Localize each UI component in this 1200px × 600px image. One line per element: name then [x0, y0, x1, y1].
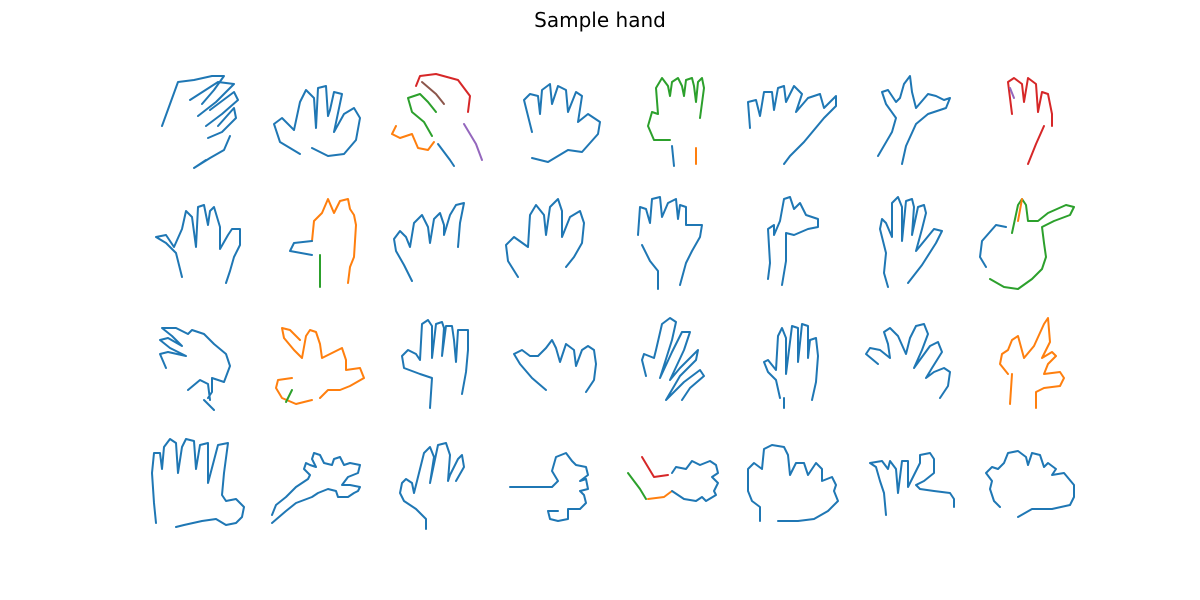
hand-sketch-19 — [401, 319, 469, 409]
hand-sketch-26 — [271, 452, 361, 524]
hand-sketch-14 — [767, 196, 819, 286]
hand-stroke — [399, 442, 465, 530]
hand-sketch-15 — [879, 196, 943, 288]
hand-sketch-3 — [391, 73, 483, 167]
hand-stroke — [641, 456, 669, 478]
hand-stroke — [747, 444, 839, 522]
hand-sketch-20 — [513, 339, 597, 393]
hand-sketch-23 — [865, 323, 951, 399]
hand-stroke — [273, 85, 361, 157]
hand-sketch-22 — [763, 323, 819, 409]
hand-stroke — [311, 198, 357, 284]
hand-sketch-16 — [979, 198, 1075, 290]
hand-sketch-17 — [159, 327, 231, 411]
hand-sketch-27 — [399, 442, 465, 530]
hand-sketch-21 — [641, 317, 705, 401]
hand-sketch-7 — [877, 75, 951, 165]
hand-stroke — [869, 452, 955, 516]
hand-stroke — [627, 472, 647, 500]
hand-stroke — [159, 327, 231, 411]
hand-stroke — [285, 389, 293, 403]
hand-stroke — [879, 196, 943, 288]
hand-stroke — [747, 85, 837, 165]
hand-sketch-11 — [393, 202, 465, 282]
hand-sketch-18 — [275, 327, 365, 405]
hand-stroke — [637, 196, 703, 290]
hand-stroke — [421, 81, 445, 105]
hand-stroke — [671, 145, 675, 167]
hand-stroke — [641, 317, 705, 401]
hand-stroke — [509, 452, 589, 522]
hand-sketch-32 — [985, 450, 1075, 518]
hand-stroke — [155, 204, 241, 284]
hand-sketch-1 — [161, 75, 239, 169]
hand-stroke — [463, 123, 483, 161]
hand-stroke — [985, 450, 1075, 518]
hand-stroke — [767, 196, 819, 286]
hand-sketch-24 — [999, 317, 1065, 409]
hand-stroke — [1009, 87, 1015, 99]
hand-sketch-31 — [869, 452, 955, 516]
hand-stroke — [271, 452, 361, 524]
hand-stroke — [1017, 198, 1023, 222]
hand-sketch-4 — [523, 83, 601, 163]
hand-sketch-30 — [747, 444, 839, 522]
hand-stroke — [391, 125, 435, 151]
hand-stroke — [161, 75, 239, 169]
hand-stroke — [393, 202, 465, 282]
figure-title: Sample hand — [534, 8, 666, 32]
hand-sketch-25 — [151, 438, 245, 528]
hand-sketch-6 — [747, 85, 837, 165]
hand-stroke — [437, 143, 455, 167]
hand-stroke — [401, 319, 469, 409]
hand-stroke — [989, 198, 1075, 290]
hand-stroke — [647, 77, 705, 141]
hand-stroke — [415, 73, 471, 113]
hand-sketch-13 — [637, 196, 703, 290]
hand-stroke — [151, 438, 245, 528]
hand-stroke — [513, 339, 597, 393]
hand-stroke — [647, 490, 673, 500]
hand-stroke — [671, 460, 719, 502]
hand-stroke — [865, 323, 951, 399]
hand-stroke — [523, 83, 601, 163]
hand-stroke — [877, 75, 951, 165]
hand-sketch-9 — [155, 204, 241, 284]
hand-sketch-5 — [647, 77, 705, 167]
hand-sketch-10 — [289, 198, 357, 288]
hand-stroke — [979, 224, 1007, 268]
hand-sketch-8 — [1007, 77, 1053, 165]
hand-stroke — [999, 317, 1065, 409]
hand-stroke — [1007, 77, 1053, 165]
hand-sketch-29 — [627, 456, 719, 502]
hand-sketch-28 — [509, 452, 589, 522]
hand-sketch-12 — [505, 198, 585, 278]
hand-sketch-2 — [273, 85, 361, 157]
hand-stroke — [289, 240, 313, 256]
hand-stroke — [763, 323, 819, 409]
hand-stroke — [275, 327, 365, 405]
hand-stroke — [407, 93, 437, 137]
hand-stroke — [505, 198, 585, 278]
